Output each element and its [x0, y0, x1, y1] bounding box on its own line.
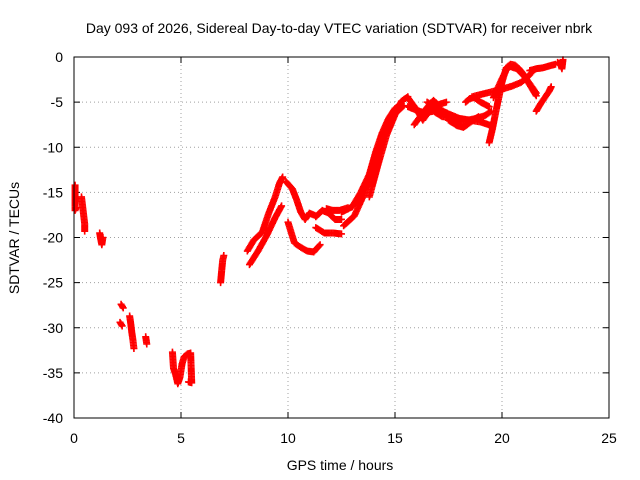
x-tick-label: 20: [494, 430, 510, 446]
data-point: [143, 340, 151, 348]
data-point: [220, 252, 228, 260]
data-point: [433, 100, 441, 108]
data-point: [184, 378, 192, 386]
data-point: [118, 322, 126, 330]
y-tick-label: -35: [43, 365, 63, 381]
x-tick-label: 0: [70, 430, 78, 446]
y-tick-label: -30: [43, 320, 63, 336]
y-axis-ticks: 0 -5 -10 -15 -20 -25 -30 -35 -40: [43, 49, 609, 426]
data-point: [547, 83, 555, 91]
x-tick-label: 5: [177, 430, 185, 446]
y-tick-label: -10: [43, 139, 63, 155]
data-point: [531, 88, 539, 96]
data-point: [279, 173, 287, 181]
data-point: [485, 103, 493, 111]
y-axis-label: SDTVAR / TECUs: [6, 182, 22, 294]
y-tick-label: 0: [55, 49, 63, 65]
data-point: [474, 113, 482, 121]
plot-frame: [73, 56, 610, 419]
chart-title: Day 093 of 2026, Sidereal Day-to-day VTE…: [86, 20, 593, 36]
x-tick-label: 25: [601, 430, 617, 446]
data-point: [119, 304, 127, 312]
y-tick-label: -15: [43, 184, 63, 200]
data-point: [278, 202, 286, 210]
data-point: [338, 215, 345, 223]
data-point: [434, 101, 442, 109]
y-tick-label: -25: [43, 275, 63, 291]
data-point: [486, 108, 494, 116]
data-points: [71, 56, 567, 388]
data-point: [316, 241, 324, 249]
data-point: [473, 113, 481, 121]
data-point: [130, 345, 138, 353]
x-tick-label: 15: [387, 430, 403, 446]
grid-lines: [74, 57, 609, 418]
data-point: [338, 230, 345, 238]
data-point: [442, 98, 450, 106]
x-tick-label: 10: [280, 430, 296, 446]
y-tick-label: -20: [43, 230, 63, 246]
y-tick-label: -5: [51, 94, 64, 110]
data-point: [315, 242, 323, 250]
data-point: [99, 234, 107, 241]
data-point: [532, 89, 540, 97]
y-tick-label: -40: [43, 410, 63, 426]
data-point: [81, 227, 89, 235]
x-axis-ticks: 0 5 10 15 20 25: [70, 57, 617, 446]
x-axis-label: GPS time / hours: [287, 457, 394, 473]
